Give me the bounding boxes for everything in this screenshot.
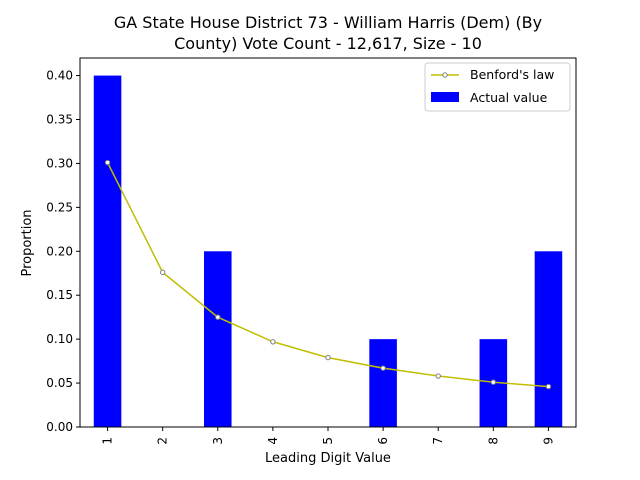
y-tick-label: 0.35 [46,113,73,127]
x-axis: 1 2 3 4 5 6 7 8 9 [101,427,555,445]
legend: Benford's law Actual value [424,62,571,112]
chart-title: GA State House District 73 - William Har… [114,13,542,53]
x-tick-label: 9 [541,437,555,445]
chart-title-line-1: GA State House District 73 - William Har… [114,13,542,32]
bar-digit-3 [204,251,232,427]
y-tick-label: 0.10 [46,332,73,346]
x-tick-label: 7 [431,437,445,445]
x-tick-label: 8 [486,437,500,445]
y-tick-label: 0.15 [46,288,73,302]
x-tick-label: 4 [266,437,280,445]
benford-point-digit-8 [490,379,497,385]
bar-digit-1 [93,75,122,427]
legend-line-marker [442,72,448,78]
bar-digit-6 [369,339,397,427]
y-axis: 0.00 0.05 0.10 0.15 0.20 0.25 0.30 0.35 0.40 [46,69,80,434]
legend-bar-swatch [431,92,459,102]
benford-point-digit-2 [159,269,166,276]
x-tick-label: 3 [211,437,225,445]
benford-point-digit-5 [325,354,331,361]
x-tick-label: 2 [156,437,170,445]
x-tick-label: 5 [321,437,335,445]
benford-point-digit-9 [545,383,552,390]
y-tick-label: 0.40 [46,69,73,83]
benford-point-digit-1 [104,159,111,166]
x-tick-label: 6 [376,437,390,445]
y-tick-label: 0.05 [46,376,73,390]
y-tick-label: 0.30 [46,156,73,170]
benford-point-digit-3 [215,314,221,320]
plot-content [93,75,563,427]
chart-title-line-2: County) Vote Count - 12,617, Size - 10 [174,34,482,53]
y-axis-label: Proportion [20,209,35,276]
legend-box [424,62,571,112]
benford-point-digit-7 [435,373,441,379]
y-tick-label: 0.25 [46,200,73,214]
benford-point-digit-4 [270,339,276,345]
x-tick-label: 1 [101,437,115,445]
y-tick-label: 0.00 [46,420,73,434]
benford-point-digit-6 [380,365,386,371]
legend-label-benford: Benford's law [470,67,554,82]
x-axis-label: Leading Digit Value [265,451,391,466]
bar-digit-9 [534,251,563,427]
legend-label-actual: Actual value [470,90,548,105]
y-tick-label: 0.20 [46,244,73,258]
